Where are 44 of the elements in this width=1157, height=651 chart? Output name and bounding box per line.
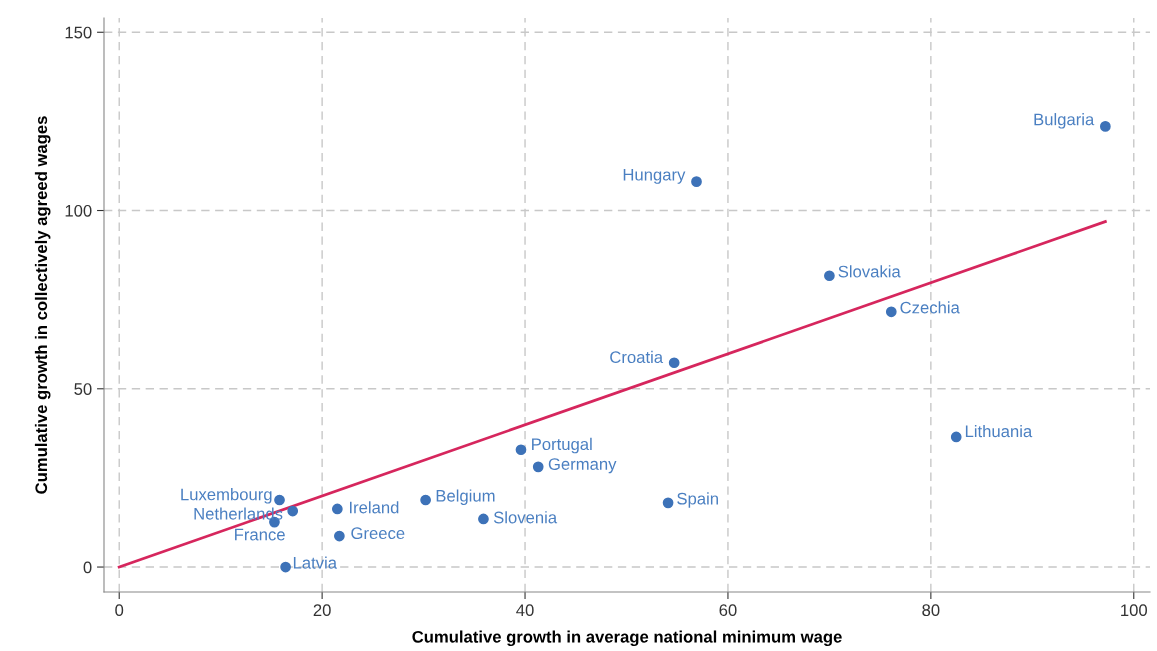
x-tick-label: 80 — [922, 604, 940, 617]
annotation: Ireland — [350, 501, 399, 514]
point — [691, 176, 702, 187]
x-tick-label: 0 — [115, 604, 124, 617]
point — [334, 530, 345, 542]
annotation: Lithuania — [965, 424, 1033, 438]
point — [1100, 121, 1111, 132]
y-tick-label: 100 — [65, 204, 92, 217]
y-tick-label: 0 — [83, 561, 92, 574]
annotation: Slovenia — [493, 511, 558, 524]
x-axis-title: Cumulative growth in average national minimum wage — [412, 630, 842, 647]
point — [885, 306, 897, 318]
annotation: Croatia — [610, 350, 664, 364]
point — [478, 513, 489, 525]
point — [515, 444, 527, 456]
point — [287, 505, 299, 517]
y-tick-label: 50 — [74, 383, 92, 395]
x-tick-label: 40 — [516, 604, 534, 617]
point — [668, 357, 680, 369]
annotation: Luxembourg — [181, 488, 272, 504]
x-tick-label: 20 — [313, 604, 331, 617]
x-tick-label: 60 — [719, 604, 737, 617]
annotation: Latvia — [293, 556, 338, 569]
annotation: Belgium — [436, 489, 495, 506]
annotation: Spain — [677, 492, 718, 508]
point — [331, 503, 343, 515]
point — [662, 497, 674, 509]
point — [532, 461, 544, 473]
x-tick-label: 100 — [1121, 604, 1148, 617]
annotation: Slovakia — [838, 265, 901, 278]
point — [280, 561, 291, 573]
point — [274, 494, 285, 506]
annotation: Greece — [351, 527, 405, 540]
y-axis-title: Cumulative growth in collectively agreed wages — [34, 116, 51, 494]
annotation: Hungary — [623, 168, 686, 184]
annotation: Portugal — [532, 437, 592, 454]
point — [950, 431, 962, 443]
point — [420, 494, 431, 506]
annotation: Germany — [548, 458, 617, 474]
annotation: Bulgaria — [1034, 113, 1095, 129]
point — [824, 270, 835, 282]
y-tick-label: 150 — [65, 26, 92, 39]
annotation: France — [235, 528, 285, 541]
annotation: Czechia — [900, 301, 960, 314]
